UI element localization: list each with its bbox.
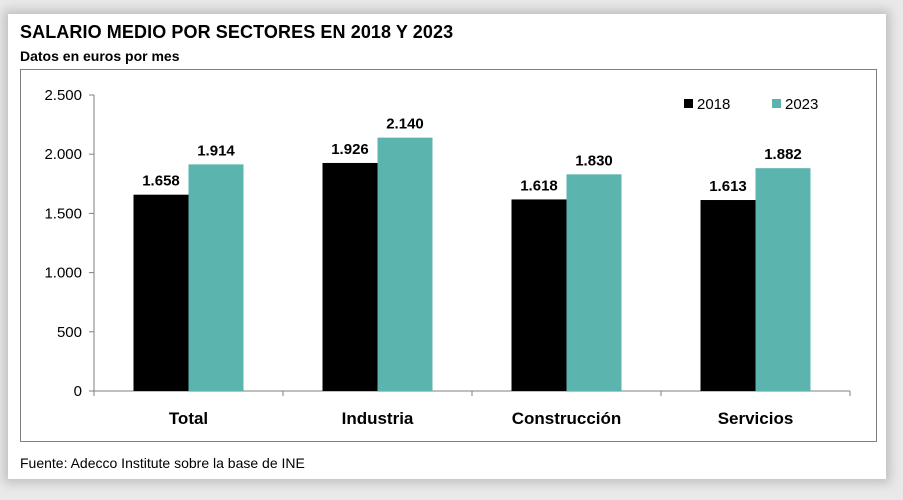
bar-2018-construcción bbox=[511, 199, 567, 391]
data-label: 1.618 bbox=[520, 177, 558, 194]
source-note: Fuente: Adecco Institute sobre la base d… bbox=[20, 455, 305, 471]
x-category-label: Construcción bbox=[512, 409, 622, 428]
y-tick-label: 1.000 bbox=[44, 265, 82, 282]
data-label: 1.613 bbox=[709, 178, 747, 195]
chart-subtitle: Datos en euros por mes bbox=[20, 48, 180, 64]
data-label: 1.830 bbox=[575, 152, 613, 169]
bar-2018-servicios bbox=[700, 200, 756, 391]
x-category-label: Servicios bbox=[718, 409, 794, 428]
bar-2018-total bbox=[133, 194, 189, 391]
chart-title: SALARIO MEDIO POR SECTORES EN 2018 Y 202… bbox=[20, 22, 454, 42]
data-label: 1.658 bbox=[142, 173, 180, 190]
data-label: 1.882 bbox=[764, 146, 802, 163]
y-tick-label: 1.500 bbox=[44, 205, 82, 222]
bar-2023-servicios bbox=[755, 168, 811, 391]
data-label: 2.140 bbox=[386, 116, 424, 133]
legend-swatch-2018 bbox=[684, 99, 693, 108]
y-tick-label: 0 bbox=[74, 383, 82, 400]
legend-label-2018: 2018 bbox=[697, 96, 730, 113]
bar-chart: 0 500 1.000 1.500 2.000 2.500 1.658 1.914 Total 1… bbox=[44, 87, 851, 428]
x-category-label: Industria bbox=[342, 409, 414, 428]
legend-label-2023: 2023 bbox=[785, 96, 818, 113]
y-tick-label: 500 bbox=[57, 324, 82, 341]
chart-card: SALARIO MEDIO POR SECTORES EN 2018 Y 202… bbox=[8, 14, 886, 479]
x-category-label: Total bbox=[169, 409, 208, 428]
legend-swatch-2023 bbox=[772, 99, 781, 108]
y-tick-label: 2.500 bbox=[44, 87, 82, 104]
data-label: 1.926 bbox=[331, 141, 369, 158]
bar-2023-total bbox=[188, 164, 244, 391]
data-label: 1.914 bbox=[197, 142, 235, 159]
y-tick-label: 2.000 bbox=[44, 146, 82, 163]
plot-frame bbox=[20, 69, 877, 442]
bar-2018-industria bbox=[322, 162, 378, 391]
bar-2023-construcción bbox=[566, 174, 622, 391]
bar-2023-industria bbox=[377, 137, 433, 391]
